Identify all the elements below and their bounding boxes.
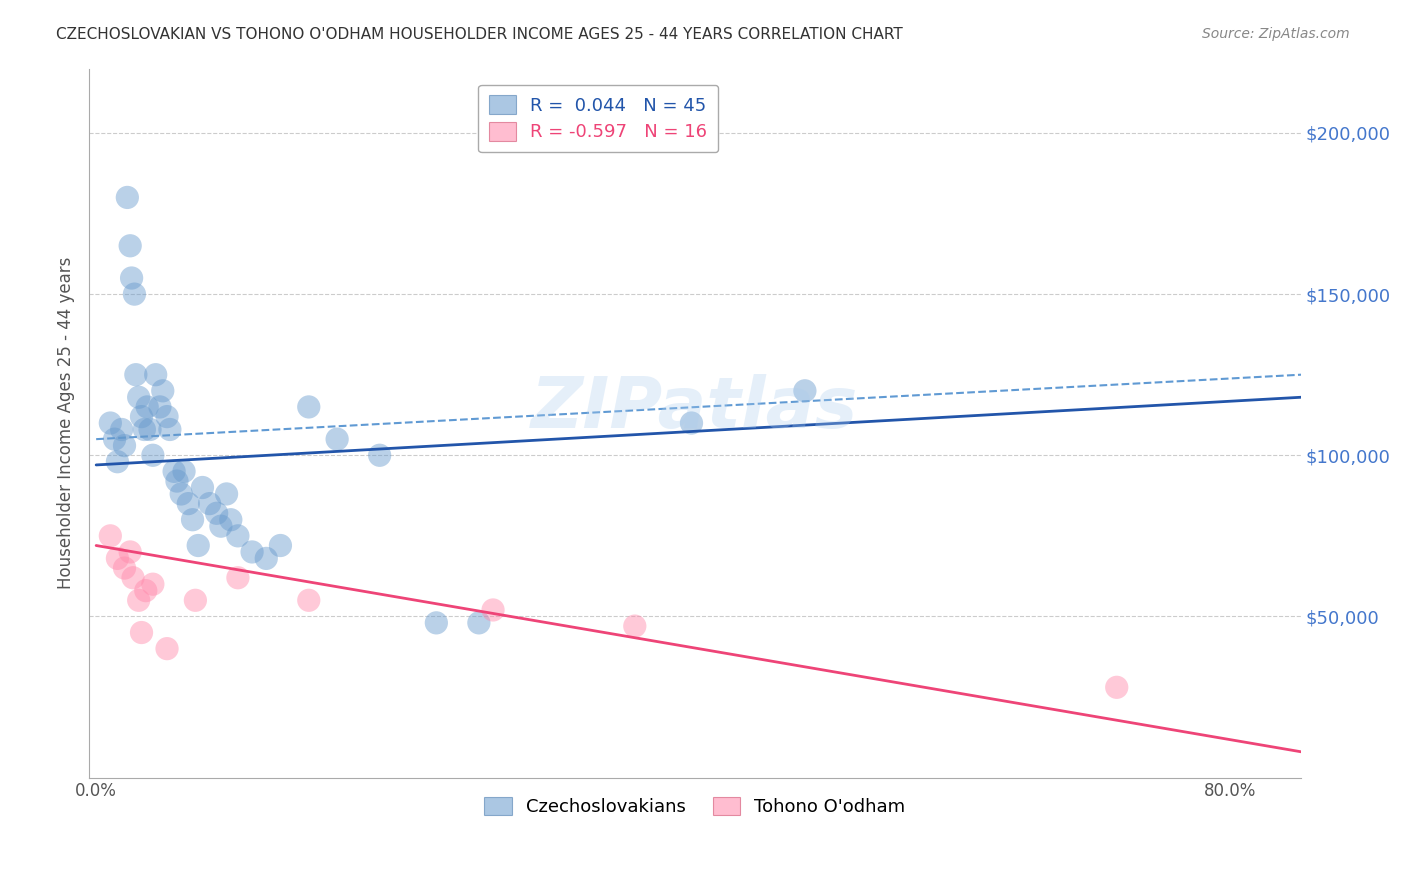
Point (149, 400, 172, 414)
Point (125, 368, 148, 382)
Point (131, 625, 153, 640)
Point (198, 497, 221, 511)
Point (121, 271, 143, 285)
Point (254, 551, 277, 566)
Point (191, 481, 214, 495)
Point (103, 432, 125, 446)
Point (131, 409, 153, 424)
Point (156, 641, 179, 656)
Point (145, 368, 167, 382)
Point (226, 571, 249, 585)
Legend: Czechoslovakians, Tohono O'odham: Czechoslovakians, Tohono O'odham (475, 788, 915, 825)
Point (142, 577, 165, 591)
Point (177, 497, 200, 511)
Point (181, 513, 204, 527)
Point (152, 384, 174, 398)
Text: Source: ZipAtlas.com: Source: ZipAtlas.com (1202, 27, 1350, 41)
Point (163, 464, 186, 478)
Point (111, 422, 134, 436)
Point (114, 439, 136, 453)
Point (240, 545, 263, 559)
Point (681, 416, 703, 430)
Point (425, 615, 447, 630)
Point (482, 603, 505, 617)
Point (269, 539, 291, 553)
Point (142, 448, 165, 462)
Point (205, 506, 228, 520)
Point (623, 619, 645, 633)
Point (107, 455, 129, 469)
Point (184, 593, 207, 607)
Text: CZECHOSLOVAKIAN VS TOHONO O'ODHAM HOUSEHOLDER INCOME AGES 25 - 44 YEARS CORRELAT: CZECHOSLOVAKIAN VS TOHONO O'ODHAM HOUSEH… (56, 27, 903, 42)
Point (209, 519, 232, 533)
Point (159, 422, 181, 436)
Point (135, 583, 157, 598)
Point (128, 593, 150, 607)
Point (120, 239, 142, 253)
Point (107, 551, 129, 566)
Point (114, 561, 136, 575)
Point (793, 384, 815, 398)
Point (156, 409, 179, 424)
Point (128, 390, 150, 404)
Point (298, 593, 321, 607)
Point (215, 487, 238, 501)
Point (166, 474, 188, 488)
Point (98, 529, 121, 543)
Point (122, 571, 145, 585)
Point (368, 448, 391, 462)
Point (124, 287, 146, 301)
Point (117, 190, 139, 204)
Point (298, 400, 321, 414)
Point (1105, 681, 1128, 695)
Point (134, 422, 156, 436)
Point (326, 432, 349, 446)
Point (173, 464, 195, 478)
Point (187, 539, 209, 553)
Point (170, 487, 193, 501)
Point (219, 513, 242, 527)
Point (120, 545, 142, 559)
Text: ZIPatlas: ZIPatlas (531, 375, 859, 443)
Point (139, 422, 162, 436)
Point (226, 529, 249, 543)
Point (136, 400, 159, 414)
Point (98, 416, 121, 430)
Point (468, 615, 491, 630)
Y-axis label: Householder Income Ages 25 - 44 years: Householder Income Ages 25 - 44 years (58, 257, 75, 590)
